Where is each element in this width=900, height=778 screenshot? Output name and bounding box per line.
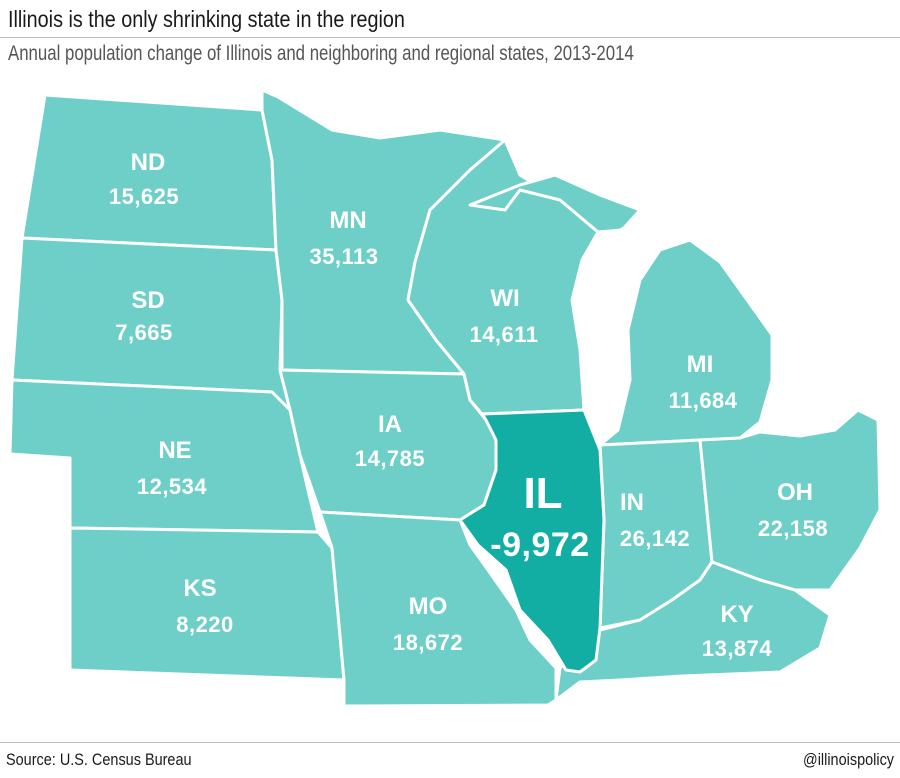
state-wi [406,138,600,416]
label-wi-value: 14,611 [469,322,538,347]
social-handle: @illinoispolicy [803,750,894,769]
label-oh-abbr: OH [777,479,813,506]
state-mo [318,510,558,708]
label-mo-abbr: MO [409,593,448,620]
label-mi-abbr: MI [687,351,714,378]
label-mi-value: 11,684 [668,388,737,413]
state-mi-lower [598,238,774,447]
title-divider [0,37,900,38]
state-ks [68,526,346,682]
label-in-value: 26,142 [620,526,690,551]
source-note: Source: U.S. Census Bureau [6,750,192,769]
state-ne [8,378,320,534]
label-oh-value: 22,158 [758,516,828,541]
label-ky-abbr: KY [720,601,753,628]
label-mo-value: 18,672 [393,630,463,655]
label-ia-value: 14,785 [355,446,425,471]
state-ky [554,560,832,702]
state-il [458,408,606,674]
label-ia-abbr: IA [378,411,402,438]
label-sd-abbr: SD [131,287,164,314]
lake-michigan [578,222,640,436]
label-ks-value: 8,220 [176,612,234,637]
label-in-abbr: IN [620,489,644,516]
label-nd-value: 15,625 [109,184,179,209]
label-nd-abbr: ND [131,149,166,176]
chart-title: Illinois is the only shrinking state in … [8,6,405,32]
label-ne-value: 12,534 [137,474,208,499]
label-wi-abbr: WI [490,285,519,312]
label-mn-abbr: MN [329,207,366,234]
chart-subtitle: Annual population change of Illinois and… [8,42,634,65]
label-il-value: -9,972 [490,526,589,564]
label-ky-value: 13,874 [702,636,773,661]
label-ne-abbr: NE [158,437,191,464]
label-sd-value: 7,665 [115,320,173,345]
label-il-abbr: IL [523,469,562,518]
state-ia [278,368,498,522]
label-ks-abbr: KS [183,575,216,602]
label-mn-value: 35,113 [309,244,378,269]
footer-divider [0,742,900,743]
